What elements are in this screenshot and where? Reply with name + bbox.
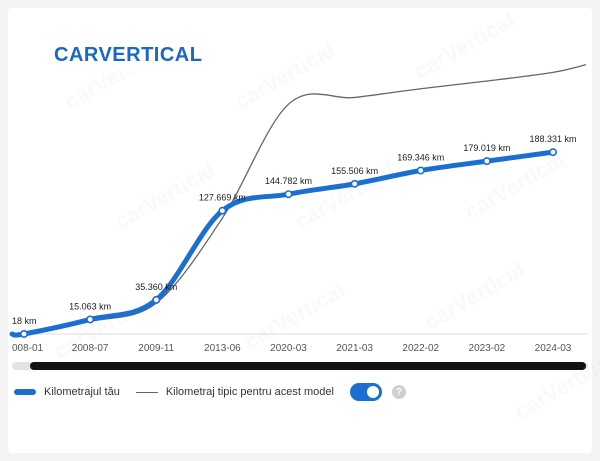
x-tick-label: 2024-03 [535, 343, 572, 354]
your-mileage-swatch [14, 389, 36, 395]
x-tick-label: 2020-03 [270, 343, 307, 354]
chart-card [8, 8, 592, 453]
logo-text: carVertical [54, 43, 203, 66]
x-tick-label: 2008-07 [72, 343, 109, 354]
your-mileage-line [9, 149, 556, 338]
mileage-data-label: 169.346 km [397, 152, 444, 162]
mileage-data-label: 179.019 km [463, 143, 510, 153]
mileage-point[interactable] [218, 206, 227, 215]
x-tick-label: 2021-03 [336, 343, 373, 354]
mileage-data-label: 188.331 km [529, 134, 576, 144]
watermark-text: carVertical [420, 257, 529, 334]
watermark-text: carVertical [230, 37, 339, 114]
typical-mileage-swatch [135, 391, 158, 393]
mileage-data-label: 127.669 km [199, 193, 246, 203]
mileage-point[interactable] [19, 329, 28, 338]
mileage-point[interactable] [152, 295, 161, 304]
mileage-point[interactable] [548, 148, 557, 157]
your-mileage-legend-label: Kilometrajul tău [44, 386, 120, 398]
typical-mileage-toggle[interactable] [349, 383, 382, 401]
x-tick-label: 2009-11 [138, 343, 174, 354]
x-tick-label: 008-01 [12, 343, 44, 354]
mileage-series [9, 149, 556, 338]
mileage-point[interactable] [86, 315, 95, 324]
chart-legend: Kilometrajul tău Kilometraj tipic pentru… [14, 380, 406, 404]
data-labels: 18 km 15.063 km 35.360 km 127.669 km 144.782… [12, 134, 577, 326]
typical-mileage-legend-label: Kilometraj tipic pentru acest model [165, 386, 334, 398]
watermark-text: carVertical [410, 7, 519, 84]
mileage-data-label: 15.063 km [69, 301, 111, 311]
x-tick-labels: 008-01 2008-07 2009-11 2013-06 2020-03 2021-0… [12, 343, 572, 354]
mileage-data-label: 35.360 km [135, 282, 177, 292]
help-icon[interactable]: ? [391, 385, 406, 399]
mileage-data-label: 144.782 km [265, 176, 312, 186]
mileage-data-label: 155.506 km [331, 166, 378, 176]
mileage-point[interactable] [350, 179, 359, 188]
watermark-text: carVertical [510, 347, 600, 424]
mileage-point[interactable] [416, 166, 425, 175]
toggle-knob [366, 386, 379, 398]
x-tick-label: 2013-06 [204, 343, 241, 354]
mileage-points [19, 148, 557, 338]
x-tick-label: 2023-02 [469, 343, 506, 354]
carvertical-logo: carVertical [54, 40, 202, 70]
x-tick-label: 2022-02 [402, 343, 439, 354]
chart-scrollbar-thumb[interactable] [30, 362, 586, 370]
mileage-data-label: 18 km [12, 316, 37, 326]
mileage-point[interactable] [284, 190, 293, 199]
mileage-point[interactable] [482, 157, 491, 166]
